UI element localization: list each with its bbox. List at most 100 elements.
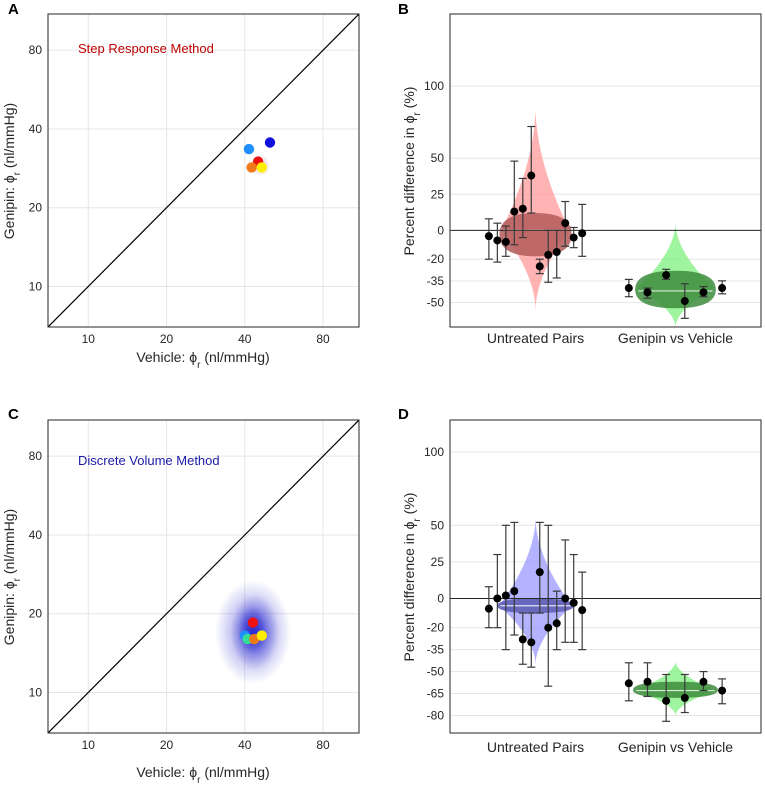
data-point: [256, 630, 267, 641]
data-point: [247, 617, 259, 628]
y-tick-label: 100: [424, 445, 444, 459]
data-point: [493, 594, 502, 603]
category-label: Untreated Pairs: [487, 330, 584, 346]
data-point: [643, 677, 652, 686]
data-point: [493, 236, 502, 245]
x-tick-label: 20: [160, 738, 174, 752]
data-point: [643, 288, 652, 297]
data-point: [561, 594, 570, 603]
x-axis-label: Vehicle: ϕr (nl/mmHg): [136, 764, 269, 786]
data-point: [552, 247, 561, 256]
y-tick-label: 0: [437, 591, 444, 605]
violin-interval-band: [633, 681, 718, 698]
y-tick-label: 20: [29, 607, 43, 621]
data-point: [510, 207, 519, 216]
category-label: Genipin vs Vehicle: [618, 739, 733, 755]
data-point: [501, 237, 510, 246]
axes-box: [449, 419, 762, 734]
y-axis-label: Genipin: ϕr (nl/mmHg): [1, 103, 23, 239]
x-tick-label: 40: [238, 738, 252, 752]
data-point: [699, 288, 708, 297]
data-point: [518, 635, 527, 644]
panel-d-violin: Untreated Pairs Genipin vs Vehicle 100 50 25…: [398, 406, 762, 755]
y-axis-label: Percent difference in ϕr (%): [401, 87, 423, 256]
y-axis-label: Percent difference in ϕr (%): [401, 493, 423, 662]
x-tick-label: 20: [160, 332, 174, 346]
panel-c-scatter: 10 20 40 80 10 20 40 80 Vehicle: ϕr (nl/mmHg) Gen…: [1, 406, 360, 786]
y-axis-label: Genipin: ϕr (nl/mmHg): [1, 509, 23, 645]
data-point: [544, 250, 553, 259]
data-point: [662, 271, 671, 280]
data-point: [246, 162, 257, 173]
data-point: [569, 233, 578, 242]
y-tick-label: -20: [427, 621, 445, 635]
data-point: [699, 677, 708, 686]
violin-body: [501, 107, 570, 310]
data-point: [527, 171, 536, 180]
category-label: Untreated Pairs: [487, 739, 584, 755]
y-tick-label: 50: [431, 518, 445, 532]
identity-line: [48, 14, 359, 327]
data-point: [484, 232, 493, 241]
y-tick-label: -65: [427, 687, 445, 701]
data-point: [256, 162, 267, 173]
y-tick-label: 20: [29, 201, 43, 215]
y-tick-label: -50: [427, 295, 445, 309]
uncertainty-halo: [237, 606, 266, 655]
category-label: Genipin vs Vehicle: [618, 330, 733, 346]
y-tick-label: 0: [437, 223, 444, 237]
y-tick-label: -50: [427, 665, 445, 679]
data-point: [510, 587, 519, 596]
y-tick-label: -80: [427, 708, 445, 722]
y-tick-label: -35: [427, 274, 445, 288]
y-tick-label: 25: [431, 555, 445, 569]
data-point: [544, 623, 553, 632]
axes-box: [47, 13, 360, 328]
data-point: [578, 229, 587, 238]
x-tick-label: 80: [316, 332, 330, 346]
data-point: [561, 219, 570, 228]
violin-interval-band: [499, 213, 572, 257]
panel-letter: A: [8, 1, 19, 18]
data-point: [578, 606, 587, 615]
y-tick-label: 25: [431, 187, 445, 201]
axes-box: [47, 419, 360, 734]
data-point: [680, 297, 689, 306]
violin-interval-band: [635, 270, 716, 309]
x-tick-label: 80: [316, 738, 330, 752]
data-point: [552, 619, 561, 628]
y-tick-label: 50: [431, 151, 445, 165]
panel-letter: D: [398, 406, 409, 423]
y-tick-label: -20: [427, 252, 445, 266]
data-point: [243, 143, 255, 155]
panel-a-scatter: 10 20 40 80 10 20 40 80 Vehicle: ϕr (nl/mmHg) Gen…: [1, 1, 360, 371]
y-tick-label: 80: [29, 449, 43, 463]
data-point: [501, 591, 510, 600]
x-tick-label: 10: [82, 332, 96, 346]
data-point: [624, 679, 633, 688]
data-point: [624, 284, 633, 293]
data-point: [518, 204, 527, 213]
panel-letter: C: [8, 406, 19, 423]
y-tick-label: -35: [427, 643, 445, 657]
x-tick-label: 10: [82, 738, 96, 752]
method-title: Discrete Volume Method: [78, 453, 220, 468]
y-tick-label: 80: [29, 43, 43, 57]
x-tick-label: 40: [238, 332, 252, 346]
violin-body: [499, 518, 572, 665]
y-tick-label: 10: [29, 279, 43, 293]
y-tick-label: 40: [29, 528, 43, 542]
data-point: [484, 604, 493, 613]
y-tick-label: 10: [29, 685, 43, 699]
panel-b-violin: Untreated Pairs Genipin vs Vehicle 100 50 25…: [398, 1, 762, 346]
data-point: [662, 696, 671, 705]
data-point: [535, 568, 544, 577]
y-tick-label: 40: [29, 122, 43, 136]
data-point: [569, 598, 578, 607]
data-point: [680, 693, 689, 702]
panel-letter: B: [398, 1, 409, 18]
axes-box: [449, 13, 762, 328]
x-axis-label: Vehicle: ϕr (nl/mmHg): [136, 349, 269, 371]
method-title: Step Response Method: [78, 41, 214, 56]
